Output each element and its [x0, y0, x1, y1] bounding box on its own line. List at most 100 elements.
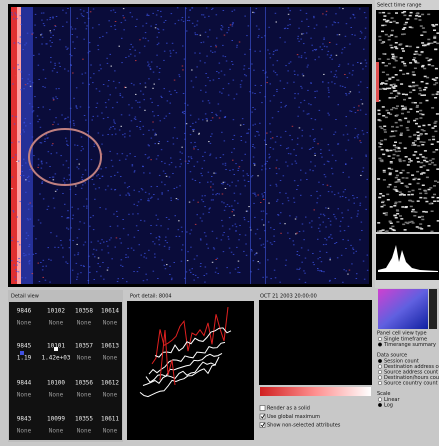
heat-cell	[64, 182, 66, 184]
option-label: Single timeframe	[384, 337, 427, 343]
heat-cell	[231, 61, 233, 62]
heat-cell	[52, 17, 54, 19]
heat-cell	[215, 267, 218, 269]
radio[interactable]	[377, 402, 383, 408]
heat-cell	[173, 188, 176, 189]
heat-cell	[261, 165, 264, 167]
histogram	[376, 234, 439, 280]
strip-cell	[432, 25, 436, 27]
heat-cell	[164, 162, 166, 164]
radio[interactable]	[377, 375, 383, 380]
strip-cell	[394, 60, 398, 62]
heat-cell	[263, 246, 266, 248]
heat-cell	[24, 118, 27, 120]
strip-cell	[408, 135, 412, 138]
checkbox[interactable]	[259, 422, 266, 428]
heat-cell	[218, 193, 220, 195]
strip-cell	[381, 82, 384, 84]
heat-cell	[364, 59, 367, 61]
heat-cell	[62, 193, 64, 194]
strip-cell	[378, 39, 382, 41]
heat-cell	[163, 59, 165, 61]
heat-cell	[186, 260, 189, 262]
color-picker[interactable]	[378, 289, 428, 329]
strip-cell	[388, 183, 392, 186]
heat-cell	[227, 29, 230, 31]
time-selection[interactable]	[376, 62, 379, 102]
heat-cell	[201, 199, 203, 201]
strip-cell	[382, 171, 386, 173]
heat-cell	[64, 118, 66, 120]
heat-cell	[218, 72, 220, 74]
heat-cell	[209, 153, 212, 155]
heat-cell	[343, 47, 346, 49]
heat-cell	[351, 34, 353, 36]
heat-cell	[182, 20, 185, 22]
heat-cell	[94, 198, 96, 200]
heat-cell	[284, 223, 286, 225]
strip-cell	[381, 200, 385, 203]
heat-cell	[37, 219, 40, 221]
radio[interactable]	[377, 364, 383, 369]
heat-cell	[93, 279, 95, 280]
heat-cell	[235, 226, 238, 228]
heat-cell	[68, 217, 70, 219]
heat-cell	[25, 232, 28, 234]
heat-cell	[108, 239, 111, 241]
heat-cell	[203, 275, 205, 276]
heat-cell	[59, 66, 61, 67]
strip-cell	[404, 117, 408, 120]
heat-cell	[198, 132, 200, 134]
heat-cell	[104, 102, 107, 104]
strip-cell	[431, 93, 435, 96]
radio[interactable]	[377, 369, 383, 375]
heat-cell	[276, 89, 278, 90]
heat-cell	[83, 222, 86, 224]
heat-cell	[83, 205, 85, 207]
radio[interactable]	[377, 342, 383, 347]
heat-cell	[150, 197, 152, 199]
checkbox[interactable]	[259, 405, 266, 411]
heat-cell	[222, 234, 224, 236]
strip-cell	[415, 106, 419, 108]
strip-cell	[391, 157, 395, 159]
heat-cell	[325, 10, 328, 12]
heat-cell	[196, 24, 198, 26]
heat-cell	[208, 15, 210, 17]
heat-cell	[266, 76, 269, 78]
heat-cell	[190, 80, 193, 82]
heat-cell	[114, 21, 117, 22]
heat-cell	[257, 268, 260, 270]
radio[interactable]	[377, 358, 383, 364]
heat-cell	[282, 175, 285, 177]
strip-cell	[419, 102, 423, 104]
heat-cell	[274, 49, 277, 51]
heat-cell	[31, 273, 34, 275]
heat-cell	[28, 175, 30, 177]
heat-cell	[124, 19, 127, 21]
strip-cell	[419, 89, 423, 92]
heat-cell	[322, 43, 324, 45]
strip-cell	[414, 50, 418, 53]
cell-value: None	[103, 355, 118, 362]
radio[interactable]	[377, 336, 383, 342]
heat-cell	[120, 264, 122, 266]
heat-cell	[306, 113, 309, 115]
strip-cell	[390, 46, 394, 49]
radio[interactable]	[377, 397, 383, 402]
color-slider[interactable]	[429, 289, 437, 329]
option-label: Log	[384, 403, 393, 409]
strip-cell	[427, 42, 431, 45]
heat-cell	[158, 239, 160, 241]
heat-cell	[42, 265, 44, 267]
checkbox[interactable]	[259, 413, 266, 420]
strip-cell	[391, 76, 395, 79]
radio[interactable]	[377, 380, 383, 386]
heat-cell	[16, 18, 18, 20]
cell-value: 1.42e+03	[42, 355, 71, 362]
heat-cell	[280, 232, 282, 234]
heatmap[interactable]	[11, 7, 369, 284]
heat-cell	[56, 98, 59, 100]
heat-cell	[276, 200, 278, 202]
heat-cell	[293, 149, 295, 151]
